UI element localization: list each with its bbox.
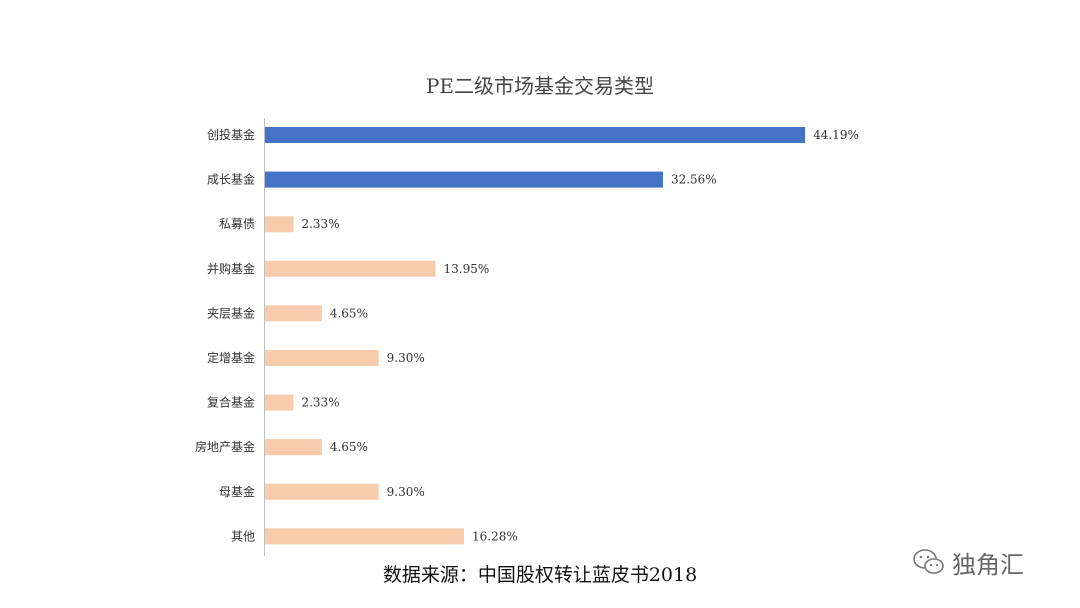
category-label: 夹层基金 — [207, 305, 255, 320]
wechat-icon — [913, 549, 944, 574]
category-label: 定增基金 — [207, 350, 255, 365]
bar — [265, 394, 294, 411]
category-label: 其他 — [231, 529, 255, 543]
bar — [265, 483, 379, 500]
category-label: 私募债 — [219, 217, 255, 231]
category-label: 母基金 — [219, 484, 255, 499]
bar — [265, 528, 464, 545]
category-label: 成长基金 — [207, 172, 255, 187]
category-label: 复合基金 — [207, 395, 255, 410]
bar — [265, 350, 379, 366]
data-label: 2.33% — [301, 217, 339, 231]
data-label: 13.95% — [444, 262, 490, 276]
bar — [265, 305, 322, 322]
data-label: 32.56% — [671, 173, 717, 187]
watermark-text: 独角汇 — [952, 550, 1024, 579]
bar — [265, 260, 436, 277]
bar — [265, 216, 294, 233]
bar — [265, 171, 663, 188]
data-label: 4.65% — [330, 440, 368, 454]
watermark: 独角汇 — [912, 542, 1062, 582]
source-note: 数据来源：中国股权转让蓝皮书2018 — [382, 564, 698, 586]
data-label: 9.30% — [387, 351, 425, 365]
data-label: 16.28% — [472, 529, 518, 543]
category-label: 房地产基金 — [195, 439, 255, 454]
data-label: 9.30% — [387, 485, 425, 499]
chart-title: PE二级市场基金交易类型 — [426, 74, 654, 98]
data-label: 2.33% — [301, 396, 339, 410]
bar — [265, 127, 806, 143]
category-label: 并购基金 — [207, 261, 255, 276]
bar-group: 创投基金 44.19% 成长基金 32.56% 私募债 2.33% 并购基金 13.95% 夹层… — [195, 127, 859, 545]
bar — [265, 439, 322, 456]
data-label: 44.19% — [813, 128, 859, 142]
category-label: 创投基金 — [207, 127, 255, 142]
data-label: 4.65% — [330, 306, 368, 320]
